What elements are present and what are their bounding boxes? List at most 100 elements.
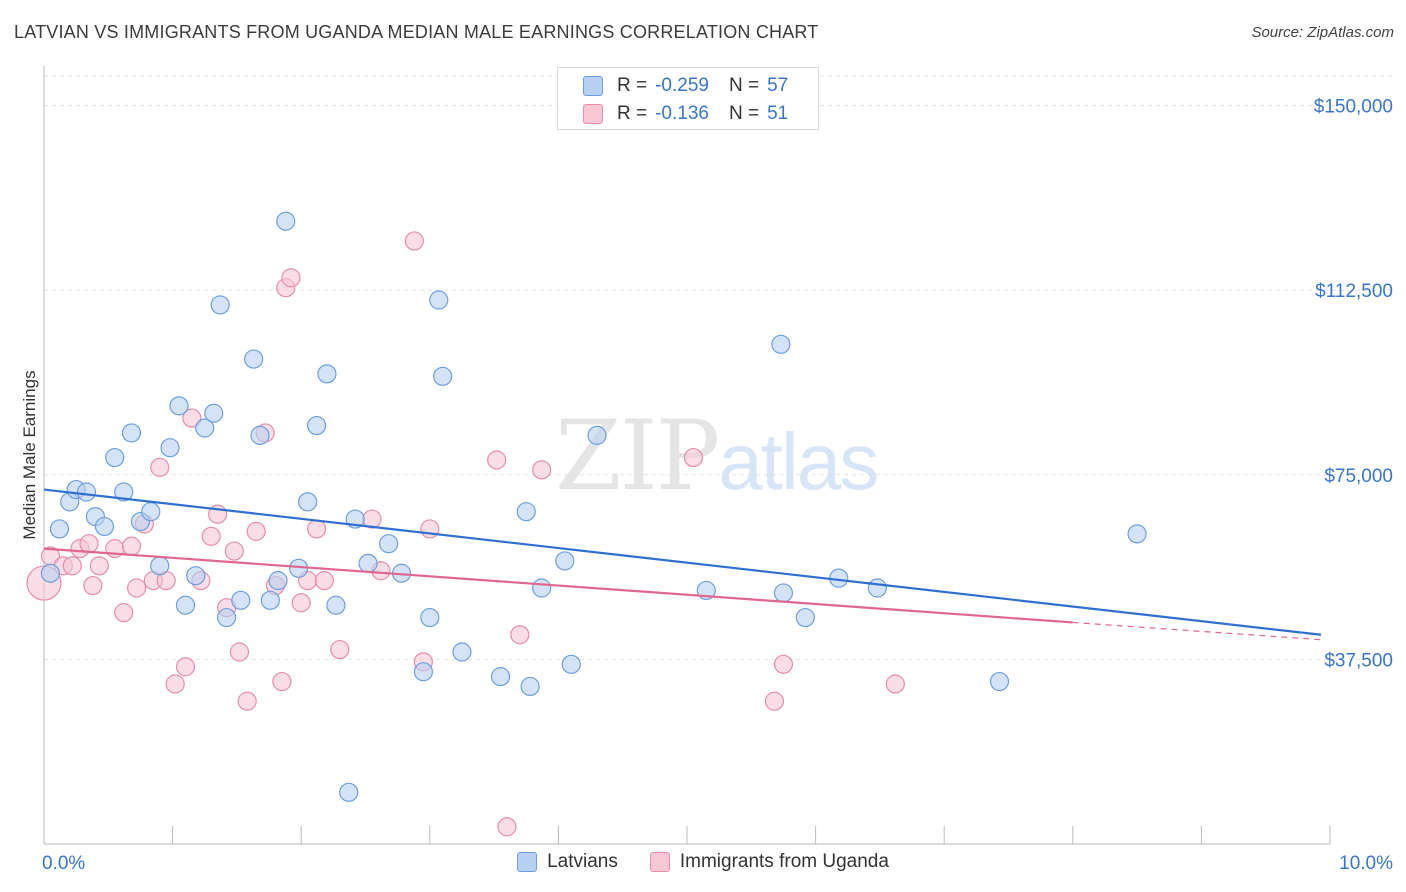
legend-n-value: 51	[767, 103, 789, 124]
latvians-point	[989, 671, 1010, 692]
latvians-point	[490, 667, 511, 687]
uganda-point	[487, 450, 507, 470]
latvians-point	[516, 502, 536, 522]
source-label: Source: ZipAtlas.com	[1251, 24, 1394, 41]
latvians-point	[268, 571, 288, 591]
latvians-point	[867, 578, 887, 598]
latvians-point	[250, 425, 270, 445]
uganda-point	[121, 536, 142, 556]
y-tick-label: $150,000	[1314, 97, 1393, 118]
uganda-trend-extension	[1072, 621, 1322, 641]
latvians-point	[520, 676, 540, 697]
latvians-point	[150, 556, 170, 576]
uganda-swatch	[583, 104, 603, 124]
chart-title: LATVIAN VS IMMIGRANTS FROM UGANDA MEDIAN…	[14, 22, 819, 42]
latvians-point	[210, 295, 230, 315]
latvians-point	[217, 607, 237, 628]
legend-item-latvians[interactable]: Latvians	[517, 851, 618, 873]
latvians-point	[429, 290, 449, 310]
latvians-point	[587, 425, 607, 445]
legend-n-label: N =	[728, 75, 760, 96]
latvians-point	[204, 403, 224, 423]
uganda-point	[330, 639, 350, 660]
uganda-point	[114, 603, 134, 623]
latvians-point	[317, 364, 337, 384]
trend-lines	[43, 488, 1322, 641]
legend-r-label: R =	[617, 103, 648, 124]
uganda-point	[246, 521, 266, 541]
uganda-point	[165, 674, 185, 694]
latvians-point	[160, 438, 180, 458]
legend-r-label: R =	[617, 75, 648, 96]
latvians-point	[307, 415, 327, 436]
latvians-point	[433, 366, 453, 386]
latvians-point	[276, 211, 296, 231]
uganda-point	[229, 642, 250, 662]
latvians-point	[773, 583, 794, 603]
latvians-point	[795, 607, 815, 628]
uganda-point	[89, 556, 109, 576]
uganda-point	[510, 625, 530, 645]
latvians-point	[326, 595, 346, 615]
latvians-point	[413, 662, 433, 682]
latvians-point	[40, 563, 61, 583]
latvians-point	[532, 578, 552, 598]
latvians-point	[76, 482, 97, 502]
uganda-point	[126, 578, 147, 598]
uganda-point	[532, 460, 552, 480]
uganda-point	[272, 671, 292, 692]
y-tick-label: $37,500	[1324, 650, 1393, 671]
legend-n-label: N =	[728, 103, 760, 124]
correlation-legend: R = -0.259 N = 57 R = -0.136 N = 51	[557, 67, 819, 130]
latvians-trend-line	[43, 488, 1322, 636]
uganda-point	[182, 408, 202, 428]
latvians-point	[244, 349, 264, 369]
legend-label-latvians: Latvians	[547, 851, 618, 872]
uganda-point	[291, 593, 311, 613]
uganda-point	[201, 526, 221, 546]
legend-r-value: -0.136	[655, 103, 709, 124]
latvians-point	[169, 396, 189, 416]
uganda-point	[150, 457, 170, 477]
uganda-point	[83, 575, 103, 596]
latvians-point	[379, 534, 399, 554]
legend-row-latvians: R = -0.259 N = 57	[558, 72, 788, 100]
latvians-point	[358, 553, 378, 573]
uganda-point	[307, 519, 327, 539]
latvians-point	[452, 642, 472, 662]
gridlines	[44, 75, 1392, 660]
latvians-point	[141, 502, 161, 522]
uganda-point	[281, 268, 301, 288]
legend-label-uganda: Immigrants from Uganda	[679, 851, 889, 872]
uganda-point	[404, 231, 424, 251]
latvians-point	[771, 334, 791, 354]
uganda-point	[79, 534, 99, 554]
data-points	[26, 211, 1147, 837]
uganda-point	[224, 541, 244, 561]
latvians-swatch	[517, 852, 538, 872]
x-tick-label: 0.0%	[42, 853, 85, 874]
uganda-swatch	[649, 852, 670, 872]
latvians-point	[339, 782, 359, 802]
latvians-point	[195, 418, 215, 438]
latvians-point	[260, 590, 280, 610]
latvians-point	[561, 654, 581, 674]
uganda-point	[764, 691, 785, 711]
y-tick-label: $112,500	[1315, 281, 1393, 302]
latvians-point	[175, 595, 196, 615]
legend-item-uganda[interactable]: Immigrants from Uganda	[649, 851, 889, 873]
legend-row-uganda: R = -0.136 N = 51	[558, 100, 788, 128]
latvians-point	[186, 566, 206, 586]
uganda-point	[62, 556, 82, 576]
latvians-point	[231, 590, 251, 610]
latvians-point	[1127, 524, 1147, 544]
y-tick-label: $75,000	[1324, 466, 1393, 487]
latvians-point	[121, 423, 142, 443]
uganda-point	[175, 657, 196, 677]
latvians-point	[114, 482, 134, 502]
uganda-point	[237, 691, 257, 711]
uganda-point	[885, 674, 905, 694]
latvians-swatch	[583, 76, 603, 96]
latvians-point	[420, 607, 440, 628]
